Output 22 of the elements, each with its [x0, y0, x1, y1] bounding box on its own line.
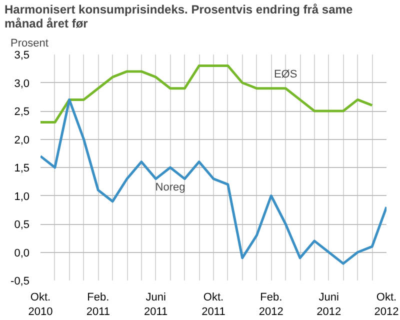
y-tick-label: 1,0	[14, 190, 30, 203]
x-tick-label: Juni 2011	[144, 292, 168, 318]
y-tick-label: -0,5	[10, 276, 30, 288]
x-tick-label: Feb. 2012	[258, 292, 284, 318]
y-tick-label: 3,0	[14, 78, 30, 90]
y-tick-label: 2,5	[14, 106, 30, 118]
y-tick-label: 0,0	[14, 247, 30, 260]
line-series	[40, 98, 386, 265]
y-axis-title: Prosent	[10, 38, 48, 50]
x-tick-label: Okt. 2010	[28, 292, 53, 318]
x-tick-label: Juni 2012	[316, 292, 342, 318]
x-tick-label: Okt. 2011	[202, 292, 226, 318]
y-tick-label: 3,5	[14, 50, 30, 62]
y-tick-label: 1,5	[14, 162, 30, 174]
series-label: Noreg	[155, 182, 186, 194]
chart-title: Harmonisert konsumprisindeks. Prosentvis endring frå same månad året før	[4, 2, 353, 30]
line-series	[40, 64, 374, 124]
x-tick-label: Feb. 2011	[86, 292, 110, 318]
y-tick-label: 2,0	[14, 134, 30, 146]
x-tick-label: Okt. 2012	[374, 292, 399, 318]
y-tick-label: 0,5	[14, 219, 30, 231]
series-label: EØS	[274, 68, 298, 80]
